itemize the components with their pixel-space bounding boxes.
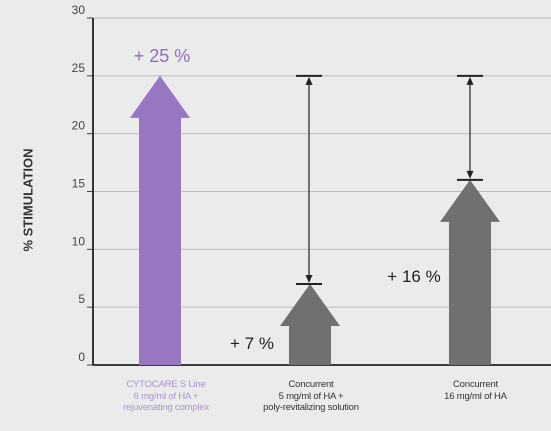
category-label-2: Concurrent 5 mg/ml of HA + poly-revitali… [236, 379, 386, 414]
data-label-1: + 25 % [134, 46, 191, 66]
difference-arrowhead-bottom-2 [466, 170, 474, 179]
category-label-1: CYTOCARE S Line 6 mg/ml of HA + rejuvena… [91, 379, 241, 414]
category-label-2-line-3: poly-revitalizing solution [263, 402, 359, 413]
category-label-1-line-2: 6 mg/ml of HA + [133, 390, 199, 402]
y-tick-label-0: 0 [78, 350, 85, 364]
category-label-2-line-2: 5 mg/ml of HA + [278, 390, 344, 402]
bar-arrow-1 [130, 75, 190, 365]
y-axis-title: % STIMULATION [20, 148, 36, 252]
category-label-3-line-2: 16 mg/ml of HA [444, 390, 507, 402]
difference-arrowhead-top-2 [466, 76, 474, 85]
category-label-3-line-1: Concurrent [453, 379, 498, 390]
difference-arrowhead-top-1 [305, 76, 313, 85]
bar-arrow-3 [440, 179, 500, 365]
category-label-1-line-3: rejuvenating complex [123, 402, 209, 413]
bar-arrow-2 [280, 284, 340, 365]
y-tick-label-20: 20 [72, 119, 86, 133]
y-tick-label-25: 25 [72, 61, 86, 75]
data-label-2: + 7 % [230, 334, 274, 353]
y-tick-label-15: 15 [72, 177, 86, 191]
category-label-3: Concurrent 16 mg/ml of HA [401, 379, 550, 402]
y-tick-label-10: 10 [72, 234, 86, 248]
category-label-2-line-1: Concurrent [288, 379, 334, 390]
difference-arrowhead-bottom-1 [305, 275, 313, 284]
category-label-1-line-1: CYTOCARE S Line [126, 379, 206, 390]
y-tick-label-30: 30 [72, 3, 86, 17]
data-label-3: + 16 % [387, 267, 440, 286]
y-tick-label-5: 5 [78, 292, 85, 306]
